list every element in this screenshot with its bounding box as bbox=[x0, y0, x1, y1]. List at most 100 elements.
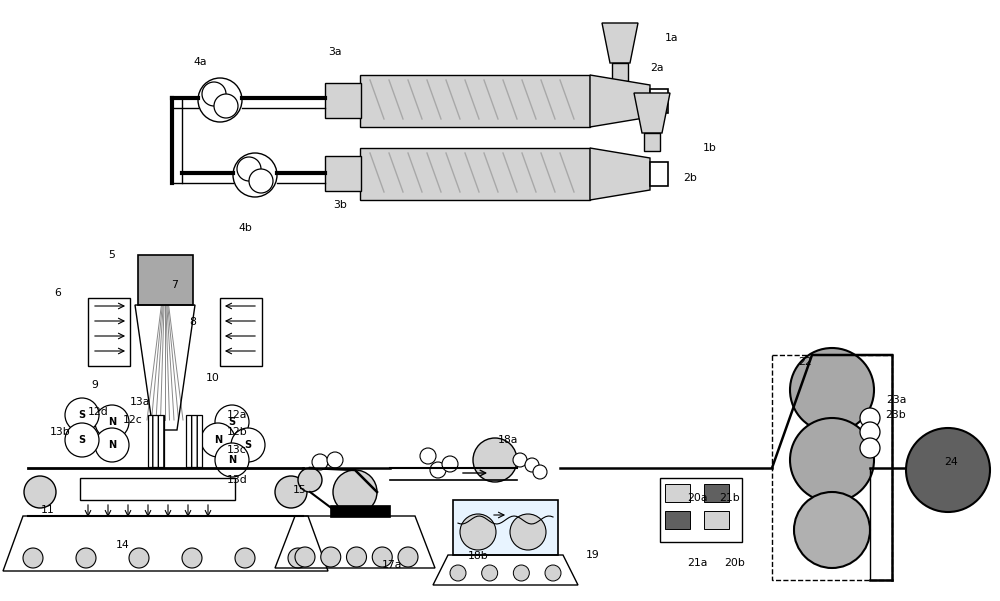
Text: 8: 8 bbox=[190, 317, 196, 327]
Circle shape bbox=[95, 428, 129, 462]
Text: 9: 9 bbox=[92, 380, 98, 390]
Bar bbox=[665, 484, 690, 502]
Circle shape bbox=[420, 448, 436, 464]
Text: 2b: 2b bbox=[683, 173, 697, 183]
Circle shape bbox=[545, 565, 561, 581]
Circle shape bbox=[533, 465, 547, 479]
Bar bbox=[665, 511, 690, 529]
Text: 13a: 13a bbox=[130, 397, 150, 407]
Text: 4a: 4a bbox=[193, 57, 207, 67]
Bar bbox=[650, 89, 668, 113]
Circle shape bbox=[372, 547, 392, 567]
Text: 1a: 1a bbox=[665, 33, 679, 43]
Polygon shape bbox=[590, 148, 650, 200]
Circle shape bbox=[298, 468, 322, 492]
Text: S: S bbox=[78, 410, 86, 420]
Polygon shape bbox=[634, 93, 670, 133]
Circle shape bbox=[510, 514, 546, 550]
Circle shape bbox=[513, 565, 529, 581]
Circle shape bbox=[513, 453, 527, 467]
Text: 16a: 16a bbox=[335, 507, 355, 517]
Text: 1b: 1b bbox=[703, 143, 717, 153]
Circle shape bbox=[288, 548, 308, 568]
Text: 3b: 3b bbox=[333, 200, 347, 210]
Text: 20a: 20a bbox=[687, 493, 707, 503]
Text: 13d: 13d bbox=[227, 475, 247, 485]
Text: 23b: 23b bbox=[886, 410, 906, 420]
Bar bbox=[88, 298, 130, 366]
Bar bbox=[148, 415, 164, 467]
Polygon shape bbox=[602, 23, 638, 63]
Text: 24: 24 bbox=[944, 457, 958, 467]
Circle shape bbox=[790, 418, 874, 502]
Circle shape bbox=[76, 548, 96, 568]
Circle shape bbox=[23, 548, 43, 568]
Text: 21a: 21a bbox=[687, 558, 707, 568]
Text: 5: 5 bbox=[109, 250, 115, 260]
Circle shape bbox=[321, 547, 341, 567]
Circle shape bbox=[460, 514, 496, 550]
Circle shape bbox=[295, 547, 315, 567]
Circle shape bbox=[129, 548, 149, 568]
Circle shape bbox=[333, 470, 377, 514]
Bar bbox=[650, 162, 668, 186]
Text: 4b: 4b bbox=[238, 223, 252, 233]
Text: 2a: 2a bbox=[650, 63, 664, 73]
Text: S: S bbox=[244, 440, 252, 450]
Text: 13b: 13b bbox=[50, 427, 70, 437]
Text: 11: 11 bbox=[41, 505, 55, 515]
Text: N: N bbox=[108, 440, 116, 450]
Text: S: S bbox=[228, 417, 236, 427]
Circle shape bbox=[24, 476, 56, 508]
Circle shape bbox=[450, 565, 466, 581]
Circle shape bbox=[231, 428, 265, 462]
Circle shape bbox=[215, 405, 249, 439]
Bar bbox=[186, 415, 202, 467]
Circle shape bbox=[398, 547, 418, 567]
Bar bbox=[772, 355, 892, 580]
Text: N: N bbox=[228, 455, 236, 465]
Circle shape bbox=[860, 438, 880, 458]
Circle shape bbox=[860, 408, 880, 428]
Text: 15: 15 bbox=[293, 485, 307, 495]
Circle shape bbox=[327, 452, 343, 468]
Text: 18b: 18b bbox=[468, 551, 488, 561]
Bar bbox=[360, 148, 590, 200]
Circle shape bbox=[235, 548, 255, 568]
Text: 19: 19 bbox=[586, 550, 600, 560]
Bar bbox=[80, 478, 235, 500]
Text: 21b: 21b bbox=[720, 493, 740, 503]
Text: 17a: 17a bbox=[382, 560, 402, 570]
Circle shape bbox=[347, 547, 366, 567]
Circle shape bbox=[473, 438, 517, 482]
Circle shape bbox=[233, 153, 277, 197]
Text: 12b: 12b bbox=[227, 427, 247, 437]
Text: 12a: 12a bbox=[227, 410, 247, 420]
Bar bbox=[325, 83, 361, 118]
Text: 10: 10 bbox=[206, 373, 220, 383]
Text: 22: 22 bbox=[798, 357, 812, 367]
Circle shape bbox=[442, 456, 458, 472]
Circle shape bbox=[525, 458, 539, 472]
Text: 6: 6 bbox=[55, 288, 61, 298]
Circle shape bbox=[214, 94, 238, 118]
Circle shape bbox=[182, 548, 202, 568]
Bar bbox=[453, 500, 558, 555]
Circle shape bbox=[906, 428, 990, 512]
Circle shape bbox=[312, 454, 328, 470]
Text: 14: 14 bbox=[116, 540, 130, 550]
Circle shape bbox=[215, 443, 249, 477]
Bar bbox=[704, 484, 729, 502]
Bar bbox=[360, 75, 590, 127]
Circle shape bbox=[430, 462, 446, 478]
Circle shape bbox=[275, 476, 307, 508]
Circle shape bbox=[482, 565, 498, 581]
Text: 13c: 13c bbox=[227, 445, 247, 455]
Text: 12c: 12c bbox=[123, 415, 143, 425]
Circle shape bbox=[202, 82, 226, 106]
Text: 12d: 12d bbox=[88, 407, 108, 417]
Polygon shape bbox=[590, 75, 650, 127]
Bar bbox=[612, 63, 628, 81]
Circle shape bbox=[65, 423, 99, 457]
Bar bbox=[330, 505, 390, 517]
